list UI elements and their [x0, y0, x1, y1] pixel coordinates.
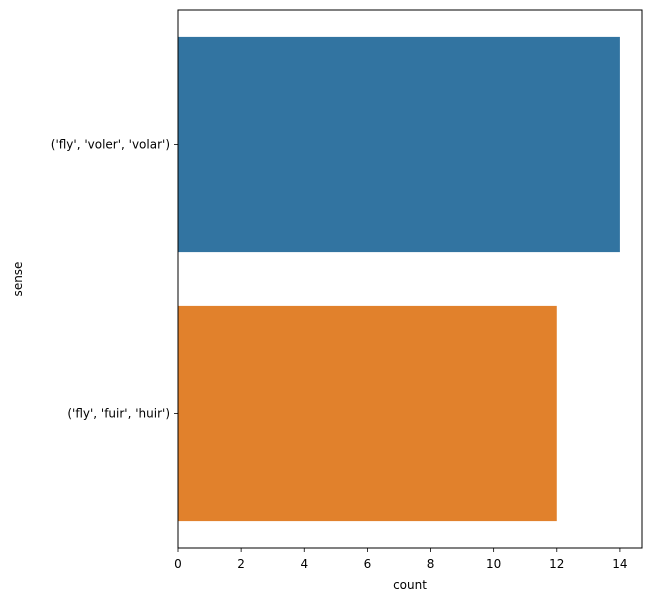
y-tick-label-0: ('fly', 'voler', 'volar') — [51, 138, 170, 152]
y-axis-ticks: ('fly', 'voler', 'volar') ('fly', 'fuir',… — [51, 138, 178, 421]
x-axis-label: count — [393, 578, 427, 592]
x-tick-label-6: 12 — [549, 557, 564, 571]
bar-1 — [178, 305, 557, 522]
x-tick-label-2: 4 — [300, 557, 308, 571]
x-tick-label-5: 10 — [486, 557, 501, 571]
bars-group — [178, 36, 620, 522]
bar-0 — [178, 36, 620, 253]
x-tick-label-0: 0 — [174, 557, 182, 571]
y-axis-label: sense — [11, 262, 25, 297]
y-tick-label-1: ('fly', 'fuir', 'huir') — [67, 407, 170, 421]
x-tick-label-7: 14 — [612, 557, 627, 571]
x-tick-label-1: 2 — [237, 557, 245, 571]
x-axis-ticks: 0 2 4 6 8 10 12 14 — [174, 548, 628, 571]
x-tick-label-4: 8 — [427, 557, 435, 571]
x-tick-label-3: 6 — [364, 557, 372, 571]
plot-frame — [177, 9, 643, 549]
